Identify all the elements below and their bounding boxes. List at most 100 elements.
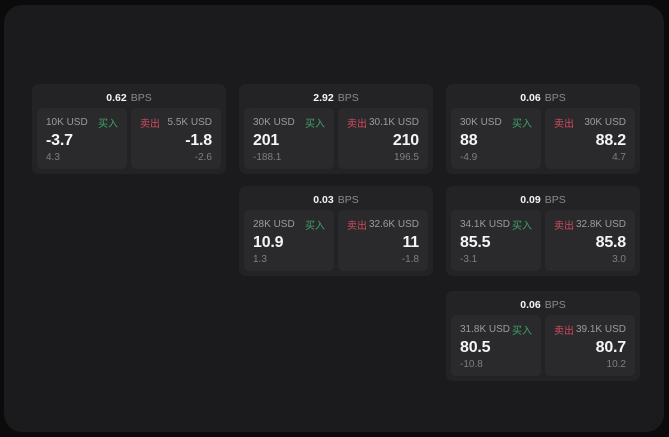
buy-panel[interactable]: 30K USD 买入 88 -4.9 xyxy=(451,108,541,169)
sell-sub-value: -2.6 xyxy=(194,152,212,163)
card-body: 10K USD 买入 -3.7 4.3 卖出 5.5K USD -1.8 -2.… xyxy=(37,108,221,169)
buy-panel[interactable]: 34.1K USD 买入 85.5 -3.1 xyxy=(451,210,541,271)
buy-sub-value: 1.3 xyxy=(253,254,267,265)
sell-panel[interactable]: 卖出 39.1K USD 80.7 10.2 xyxy=(545,315,635,376)
buy-panel[interactable]: 10K USD 买入 -3.7 4.3 xyxy=(37,108,127,169)
card-header: 2.92 BPS xyxy=(244,89,428,108)
bps-value: 2.92 xyxy=(313,92,334,104)
sell-sub-value: -1.8 xyxy=(401,254,419,265)
sell-panel-top: 卖出 30K USD xyxy=(554,115,626,130)
sell-amount: 32.8K USD xyxy=(575,219,626,230)
buy-panel[interactable]: 30K USD 买入 201 -188.1 xyxy=(244,108,334,169)
sell-price: 80.7 xyxy=(595,339,627,356)
quote-card-3: 0.06 BPS 30K USD 买入 88 -4.9 卖出 30K USD 8… xyxy=(446,84,640,174)
bps-value: 0.06 xyxy=(520,92,541,104)
sell-label: 卖出 xyxy=(554,119,574,130)
sell-panel-top: 卖出 32.8K USD xyxy=(554,217,626,232)
quote-card-1: 0.62 BPS 10K USD 买入 -3.7 4.3 卖出 5.5K USD… xyxy=(32,84,226,174)
buy-amount: 30K USD xyxy=(460,117,502,128)
buy-amount: 31.8K USD xyxy=(460,324,511,335)
sell-label: 卖出 xyxy=(347,119,367,130)
buy-price: 80.5 xyxy=(460,339,491,356)
buy-amount: 10K USD xyxy=(46,117,88,128)
quote-card-4: 0.03 BPS 28K USD 买入 10.9 1.3 卖出 32.6K US… xyxy=(239,186,433,276)
card-header: 0.06 BPS xyxy=(451,296,635,315)
buy-panel-top: 10K USD 买入 xyxy=(46,115,118,130)
sell-sub-value: 10.2 xyxy=(606,359,626,370)
bps-unit-label: BPS xyxy=(337,194,359,206)
buy-sub-value: -3.1 xyxy=(460,254,478,265)
sell-sub-value: 196.5 xyxy=(393,152,419,163)
buy-price: -3.7 xyxy=(46,132,73,149)
sell-amount: 30K USD xyxy=(584,117,626,128)
quote-card-6: 0.06 BPS 31.8K USD 买入 80.5 -10.8 卖出 39.1… xyxy=(446,291,640,381)
bps-value: 0.62 xyxy=(106,92,127,104)
sell-price: 85.8 xyxy=(595,234,627,251)
card-header: 0.03 BPS xyxy=(244,191,428,210)
sell-amount: 5.5K USD xyxy=(167,117,212,128)
buy-label: 买入 xyxy=(305,119,325,130)
sell-panel[interactable]: 卖出 5.5K USD -1.8 -2.6 xyxy=(131,108,221,169)
buy-price: 85.5 xyxy=(460,234,491,251)
sell-amount: 30.1K USD xyxy=(368,117,419,128)
bps-unit-label: BPS xyxy=(544,299,566,311)
card-header: 0.06 BPS xyxy=(451,89,635,108)
buy-price: 88 xyxy=(460,132,478,149)
sell-panel-top: 卖出 30.1K USD xyxy=(347,115,419,130)
buy-panel[interactable]: 28K USD 买入 10.9 1.3 xyxy=(244,210,334,271)
sell-price: 210 xyxy=(392,132,419,149)
buy-label: 买入 xyxy=(512,119,532,130)
buy-panel-top: 30K USD 买入 xyxy=(460,115,532,130)
buy-panel-top: 31.8K USD 买入 xyxy=(460,322,532,337)
bps-unit-label: BPS xyxy=(130,92,152,104)
buy-price: 201 xyxy=(253,132,280,149)
buy-label: 买入 xyxy=(305,221,325,232)
buy-sub-value: -4.9 xyxy=(460,152,478,163)
buy-amount: 28K USD xyxy=(253,219,295,230)
buy-panel-top: 28K USD 买入 xyxy=(253,217,325,232)
card-header: 0.09 BPS xyxy=(451,191,635,210)
sell-panel[interactable]: 卖出 30K USD 88.2 4.7 xyxy=(545,108,635,169)
sell-panel[interactable]: 卖出 30.1K USD 210 196.5 xyxy=(338,108,428,169)
sell-sub-value: 3.0 xyxy=(612,254,626,265)
card-body: 34.1K USD 买入 85.5 -3.1 卖出 32.8K USD 85.8… xyxy=(451,210,635,271)
buy-label: 买入 xyxy=(98,119,118,130)
card-body: 30K USD 买入 88 -4.9 卖出 30K USD 88.2 4.7 xyxy=(451,108,635,169)
buy-label: 买入 xyxy=(512,221,532,232)
bps-unit-label: BPS xyxy=(544,194,566,206)
sell-price: -1.8 xyxy=(185,132,212,149)
buy-sub-value: -188.1 xyxy=(253,152,282,163)
sell-price: 88.2 xyxy=(595,132,627,149)
quote-card-5: 0.09 BPS 34.1K USD 买入 85.5 -3.1 卖出 32.8K… xyxy=(446,186,640,276)
bps-value: 0.06 xyxy=(520,299,541,311)
buy-panel-top: 34.1K USD 买入 xyxy=(460,217,532,232)
bps-value: 0.03 xyxy=(313,194,334,206)
sell-label: 卖出 xyxy=(347,221,367,232)
bps-unit-label: BPS xyxy=(544,92,566,104)
card-header: 0.62 BPS xyxy=(37,89,221,108)
buy-amount: 30K USD xyxy=(253,117,295,128)
sell-label: 卖出 xyxy=(554,221,574,232)
buy-sub-value: 4.3 xyxy=(46,152,60,163)
sell-panel-top: 卖出 5.5K USD xyxy=(140,115,212,130)
buy-panel-top: 30K USD 买入 xyxy=(253,115,325,130)
sell-label: 卖出 xyxy=(140,119,160,130)
sell-panel[interactable]: 卖出 32.8K USD 85.8 3.0 xyxy=(545,210,635,271)
bps-value: 0.09 xyxy=(520,194,541,206)
sell-amount: 32.6K USD xyxy=(368,219,419,230)
sell-label: 卖出 xyxy=(554,326,574,337)
sell-amount: 39.1K USD xyxy=(575,324,626,335)
card-body: 30K USD 买入 201 -188.1 卖出 30.1K USD 210 1… xyxy=(244,108,428,169)
buy-sub-value: -10.8 xyxy=(460,359,483,370)
card-body: 28K USD 买入 10.9 1.3 卖出 32.6K USD 11 -1.8 xyxy=(244,210,428,271)
buy-price: 10.9 xyxy=(253,234,284,251)
buy-amount: 34.1K USD xyxy=(460,219,511,230)
sell-sub-value: 4.7 xyxy=(612,152,626,163)
sell-price: 11 xyxy=(402,234,419,251)
buy-panel[interactable]: 31.8K USD 买入 80.5 -10.8 xyxy=(451,315,541,376)
quote-card-2: 2.92 BPS 30K USD 买入 201 -188.1 卖出 30.1K … xyxy=(239,84,433,174)
card-body: 31.8K USD 买入 80.5 -10.8 卖出 39.1K USD 80.… xyxy=(451,315,635,376)
sell-panel[interactable]: 卖出 32.6K USD 11 -1.8 xyxy=(338,210,428,271)
sell-panel-top: 卖出 32.6K USD xyxy=(347,217,419,232)
